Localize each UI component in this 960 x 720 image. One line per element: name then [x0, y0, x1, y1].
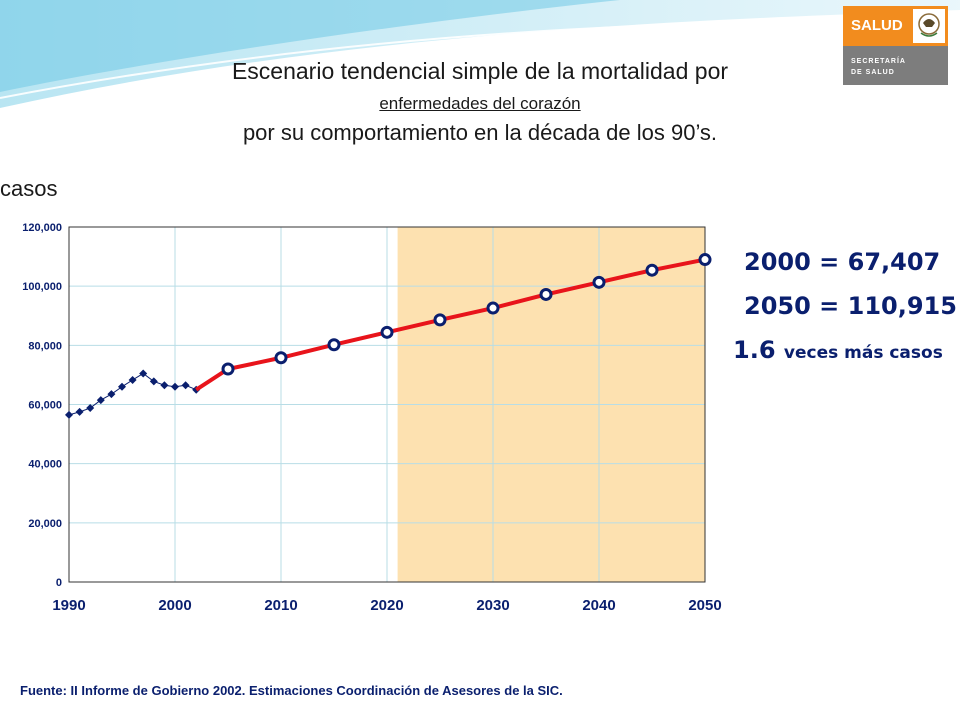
observed-point — [65, 410, 73, 419]
projected-point — [221, 362, 235, 376]
stat-2000-value: 67,407 — [847, 248, 941, 276]
x-tick-label: 2020 — [370, 597, 403, 614]
y-tick-label: 100,000 — [22, 281, 62, 293]
logo-brand-text: SALUD — [851, 17, 903, 34]
x-tick-label: 1990 — [52, 597, 85, 614]
chart-title-line1: Escenario tendencial simple de la mortal… — [231, 58, 729, 84]
chart-title-line2: enfermedades del corazón — [379, 94, 581, 113]
background-swoosh — [0, 0, 960, 108]
projected-point — [274, 351, 288, 365]
stat-2000: 2000 = 67,407 — [744, 248, 940, 276]
projected-point — [539, 287, 553, 301]
projected-point — [486, 301, 500, 315]
plot-frame — [68, 226, 706, 583]
observed-point — [139, 369, 148, 378]
projected-point — [645, 263, 659, 277]
observed-point — [160, 381, 169, 390]
projected-point — [380, 325, 394, 339]
stat-2050-year: 2050 — [744, 292, 811, 320]
x-tick-label: 2040 — [582, 597, 615, 614]
y-tick-label: 0 — [56, 577, 62, 589]
observed-point — [118, 382, 126, 391]
projected-point — [433, 313, 447, 327]
stat-2000-year: 2000 — [744, 248, 811, 276]
mortality-line-chart: 1990 2000 2010 2020 2030 2040 2050 0 20,000 40,00… — [22, 222, 721, 614]
y-tick-label: 20,000 — [28, 518, 62, 530]
projected-point — [592, 275, 606, 289]
stat-2050: 2050 = 110,915 — [744, 292, 957, 320]
source-note: Fuente: II Informe de Gobierno 2002. Est… — [20, 683, 563, 698]
y-tick-label: 40,000 — [28, 459, 62, 471]
y-tick-label: 120,000 — [22, 222, 62, 234]
logo-orange-band: SALUD — [843, 6, 948, 46]
x-tick-label: 2050 — [688, 597, 721, 614]
stat-2050-equals: = — [819, 292, 840, 320]
y-tick-label: 60,000 — [28, 400, 62, 412]
x-tick-label: 2030 — [476, 597, 509, 614]
logo-subtitle-1: SECRETARÍA — [851, 58, 906, 65]
projected-point — [327, 338, 341, 352]
y-axis-label: casos — [0, 176, 58, 201]
y-tick-label: 80,000 — [28, 340, 62, 352]
observed-point — [128, 375, 137, 384]
x-tick-label: 2010 — [264, 597, 297, 614]
observed-point — [181, 381, 190, 390]
mexico-seal-icon — [913, 9, 945, 43]
stat-2050-value: 110,915 — [847, 292, 957, 320]
observed-point — [149, 377, 158, 386]
chart-title-line3: por su comportamiento en la década de lo… — [242, 120, 718, 145]
stat-ratio: 1.6 veces más casos — [733, 336, 943, 364]
observed-point — [171, 382, 179, 391]
projected-point — [698, 253, 712, 267]
salud-logo: SALUD SECRETARÍA DE SALUD — [843, 6, 948, 85]
observed-point — [96, 396, 105, 405]
observed-point — [75, 407, 84, 416]
observed-point — [86, 404, 95, 413]
stat-2000-equals: = — [819, 248, 840, 276]
x-tick-label: 2000 — [158, 597, 191, 614]
stat-ratio-value: 1.6 — [733, 336, 776, 364]
stat-ratio-text: veces más casos — [783, 343, 943, 363]
logo-subtitle-2: DE SALUD — [851, 69, 895, 76]
observed-point — [107, 390, 116, 399]
